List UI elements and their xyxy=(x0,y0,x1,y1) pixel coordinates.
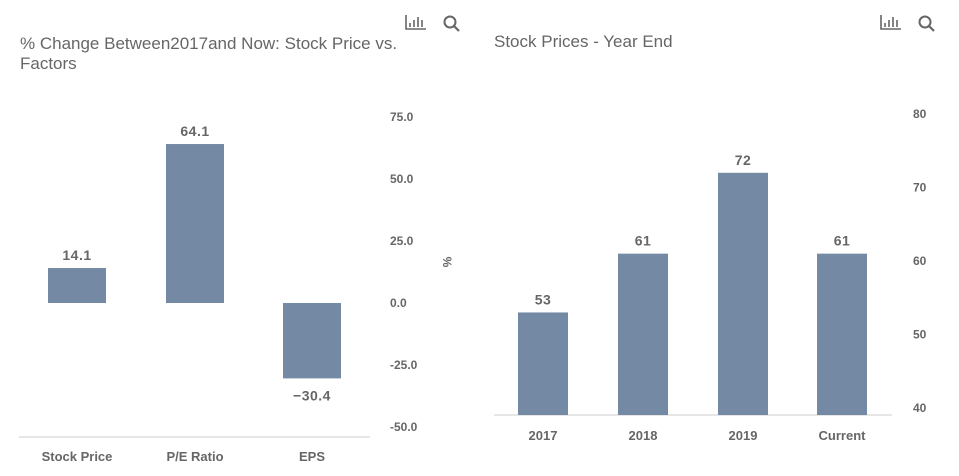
x-tick-label: 2017 xyxy=(529,428,558,443)
chart-right: Stock Prices - Year End 80 70 60 50 40 53 201… xyxy=(494,15,935,443)
bar[interactable] xyxy=(518,312,568,415)
bar[interactable] xyxy=(817,253,867,415)
y-axis-label: % xyxy=(440,257,454,268)
bar[interactable] xyxy=(48,268,106,303)
chart-left-title-line1: % Change Between2017and Now: Stock Price… xyxy=(20,34,397,53)
y-tick-label: 60 xyxy=(913,254,927,268)
x-tick-label: P/E Ratio xyxy=(166,449,223,464)
bar-chart-icon[interactable] xyxy=(880,15,901,30)
y-tick-label: 80 xyxy=(913,107,927,121)
chart-left-title-line2: Factors xyxy=(20,54,77,73)
bar[interactable] xyxy=(283,303,341,379)
y-tick-label: 40 xyxy=(913,401,927,415)
chart-right-title: Stock Prices - Year End xyxy=(494,32,673,51)
x-tick-label: EPS xyxy=(299,449,325,464)
data-label: 61 xyxy=(834,233,851,249)
x-tick-label: 2018 xyxy=(629,428,658,443)
data-label: 14.1 xyxy=(62,247,91,263)
data-label: 72 xyxy=(735,152,752,168)
y-tick-label: 50.0 xyxy=(390,172,414,186)
y-tick-label: -25.0 xyxy=(390,358,418,372)
search-icon[interactable] xyxy=(918,15,935,32)
chart-left: % Change Between2017and Now: Stock Price… xyxy=(19,15,460,464)
bar[interactable] xyxy=(718,172,768,415)
x-tick-label: Current xyxy=(819,428,867,443)
data-label: 64.1 xyxy=(180,123,209,139)
bar[interactable] xyxy=(166,144,224,303)
search-icon[interactable] xyxy=(443,15,460,32)
bar-chart-icon[interactable] xyxy=(405,15,426,30)
y-tick-label: 0.0 xyxy=(390,296,407,310)
data-label: −30.4 xyxy=(293,387,331,403)
y-tick-label: 50 xyxy=(913,328,927,342)
bar[interactable] xyxy=(618,253,668,415)
y-tick-label: 25.0 xyxy=(390,234,414,248)
x-tick-label: 2019 xyxy=(729,428,758,443)
data-label: 53 xyxy=(535,291,552,307)
y-tick-label: 70 xyxy=(913,181,927,195)
data-label: 61 xyxy=(635,233,652,249)
y-tick-label: 75.0 xyxy=(390,110,414,124)
y-tick-label: -50.0 xyxy=(390,420,418,434)
x-tick-label: Stock Price xyxy=(42,449,113,464)
